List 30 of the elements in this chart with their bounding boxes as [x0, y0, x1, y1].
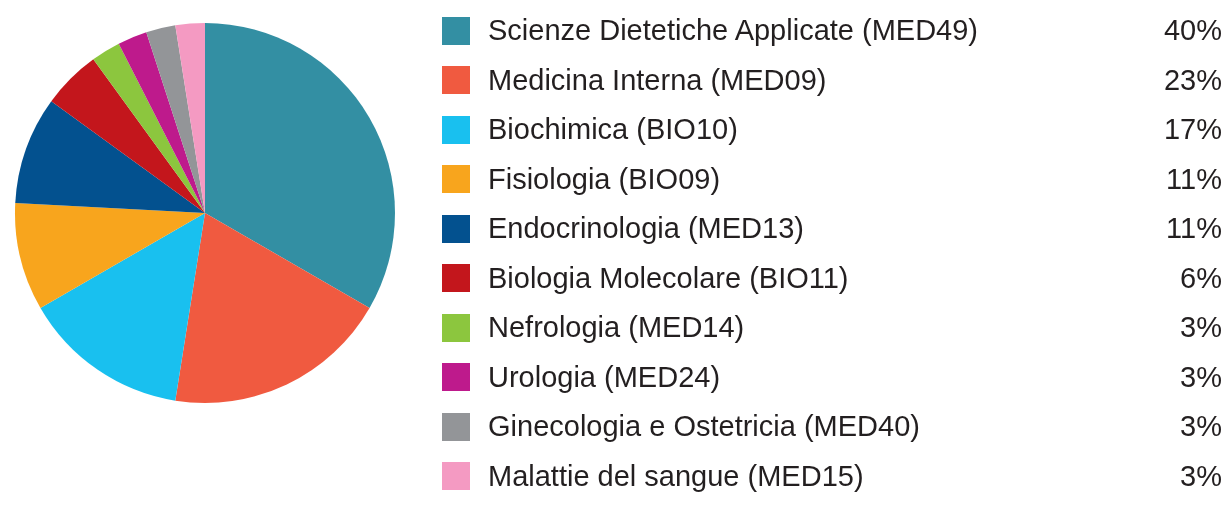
data-label: 6% — [1180, 261, 1222, 295]
data-label: 23% — [1163, 63, 1222, 97]
pie-slice — [51, 59, 205, 213]
pie-slice — [118, 32, 205, 213]
legend-label: Endocrinologia (MED13) — [488, 212, 805, 246]
pie-slice — [146, 25, 205, 213]
data-label: 17% — [1163, 113, 1222, 147]
legend-label: Malattie del sangue (MED15) — [488, 459, 865, 493]
legend-label: Scienze Dietetiche Applicate (MED49) — [488, 14, 979, 48]
data-label: 3% — [1180, 311, 1222, 345]
data-label: 40% — [1163, 14, 1222, 48]
legend-label: Fisiologia (BIO09) — [488, 162, 722, 196]
legend-label: Nefrologia (MED14) — [488, 311, 746, 345]
data-label: 11% — [1166, 162, 1222, 196]
pie-slice — [15, 101, 205, 213]
data-label: 3% — [1180, 410, 1222, 444]
data-label: 3% — [1180, 360, 1222, 394]
pie-slice — [93, 43, 205, 213]
pie-slice — [205, 23, 395, 308]
data-label: 11% — [1166, 212, 1222, 246]
legend-label: Urologia (MED24) — [488, 360, 722, 394]
pie-slice — [175, 213, 370, 403]
pie-slice — [15, 203, 205, 308]
pie-slice — [175, 23, 205, 213]
pie-slice — [40, 213, 205, 401]
legend-label: Biochimica (BIO10) — [488, 113, 739, 147]
legend-label: Biologia Molecolare (BIO11) — [488, 261, 850, 295]
legend-label: Medicina Interna (MED09) — [488, 63, 828, 97]
legend-label: Ginecologia e Ostetricia (MED40) — [488, 410, 921, 444]
data-label: 3% — [1180, 459, 1222, 493]
